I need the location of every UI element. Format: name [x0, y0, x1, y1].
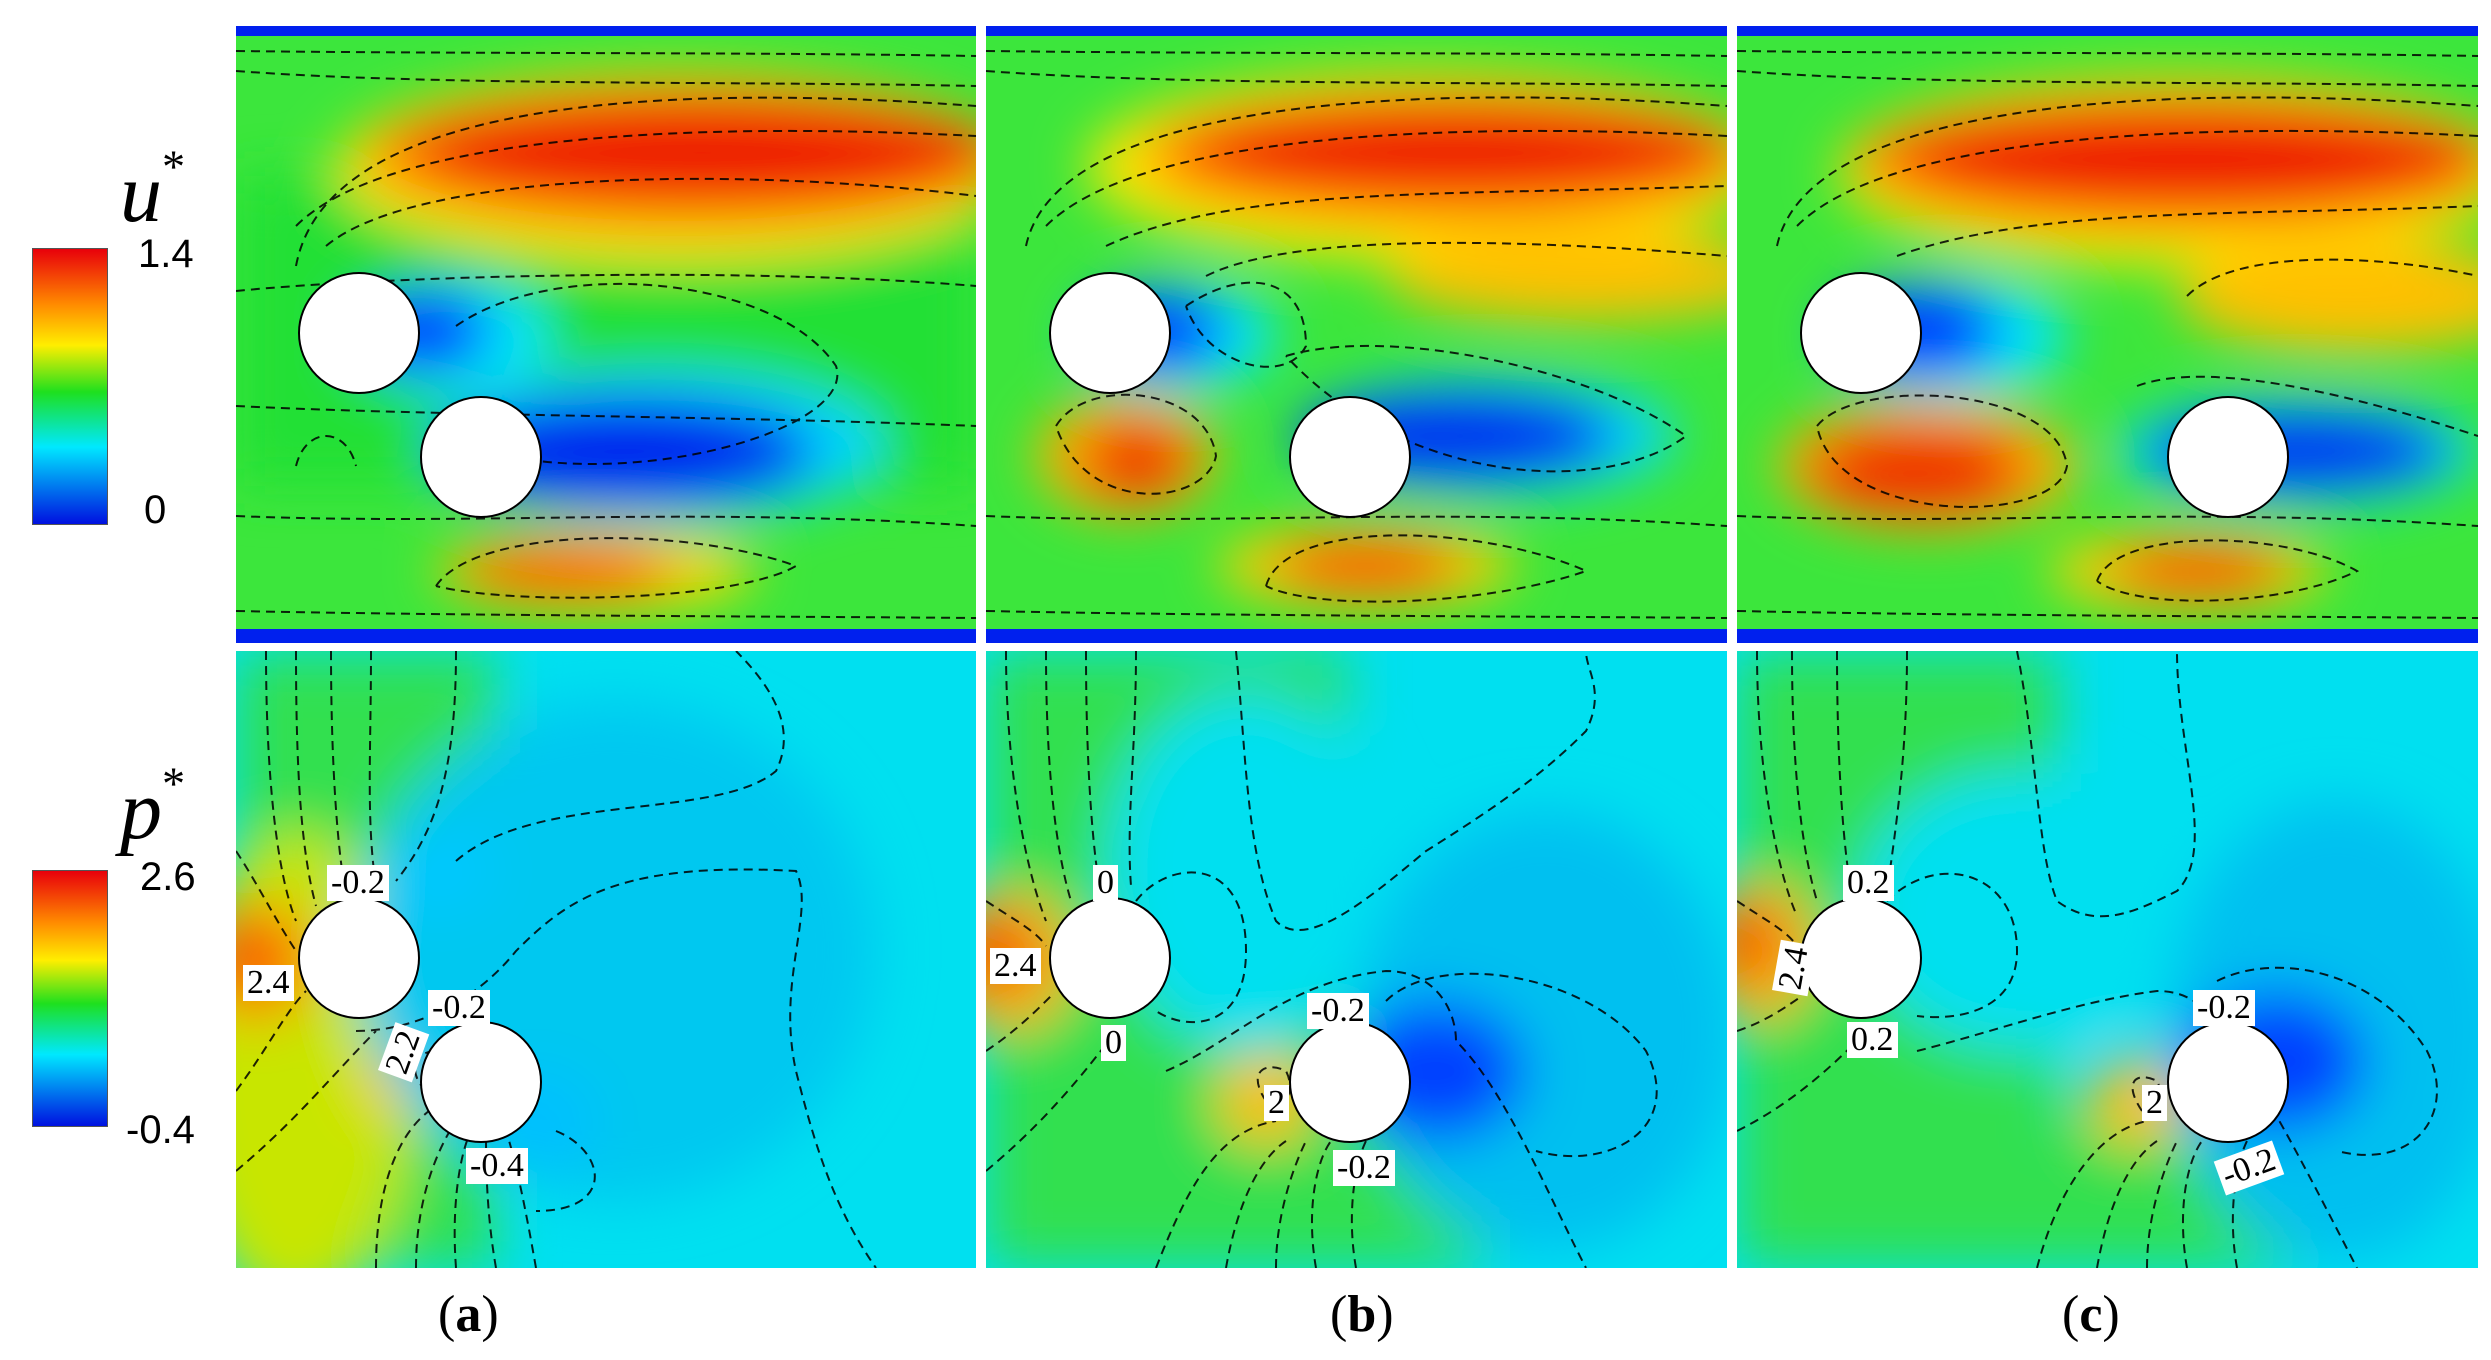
- caption-paren: ): [1376, 1286, 1394, 1343]
- contour-label: -0.2: [327, 865, 389, 901]
- pressure-contour-c: [1737, 651, 2478, 1268]
- contour-label: 0.2: [1847, 1022, 1898, 1058]
- velocity-contour-a: [236, 26, 976, 643]
- contour-label: 2.4: [990, 948, 1041, 984]
- caption-b: (b): [1330, 1285, 1394, 1344]
- contour-label: 0: [1101, 1025, 1126, 1061]
- p-colorbar-max: 2.6: [140, 855, 196, 899]
- caption-paren: (: [2062, 1286, 2080, 1343]
- u-star-label: u*: [120, 141, 185, 242]
- contour-label: -0.2: [1307, 993, 1369, 1029]
- u-sup-text: *: [162, 141, 186, 193]
- contour-label: -0.2: [428, 990, 490, 1026]
- velocity-contour-b: [986, 26, 1727, 643]
- p-colorbar: [32, 870, 108, 1127]
- pressure-contour-a: [236, 651, 976, 1268]
- contour-label: 2.4: [243, 965, 294, 1001]
- caption-paren: ): [481, 1286, 499, 1343]
- contour-label: -0.2: [1333, 1150, 1395, 1186]
- caption-paren: (: [1330, 1286, 1348, 1343]
- u-var-text: u: [120, 147, 162, 240]
- p-sup-text: *: [162, 758, 186, 810]
- contour-label: 2: [2142, 1085, 2167, 1121]
- caption-letter: a: [455, 1286, 482, 1343]
- contour-label: 2: [1264, 1085, 1289, 1121]
- caption-letter: b: [1347, 1286, 1377, 1343]
- contour-label: 0.2: [1843, 865, 1894, 901]
- velocity-contour-c: [1737, 26, 2478, 643]
- u-colorbar-min: 0: [144, 488, 167, 532]
- u-colorbar: [32, 248, 108, 525]
- pressure-contour-b: [986, 651, 1727, 1268]
- caption-letter: c: [2079, 1286, 2103, 1343]
- contour-label: -0.4: [466, 1148, 528, 1184]
- caption-paren: ): [2102, 1286, 2120, 1343]
- p-var-text: p: [120, 764, 162, 857]
- p-star-label: p*: [120, 758, 185, 859]
- contour-label: 0: [1093, 865, 1118, 901]
- caption-paren: (: [438, 1286, 456, 1343]
- contour-label: -0.2: [2193, 990, 2255, 1026]
- caption-a: (a): [438, 1285, 499, 1344]
- caption-c: (c): [2062, 1285, 2120, 1344]
- u-colorbar-max: 1.4: [138, 232, 194, 276]
- p-colorbar-min: -0.4: [126, 1108, 195, 1152]
